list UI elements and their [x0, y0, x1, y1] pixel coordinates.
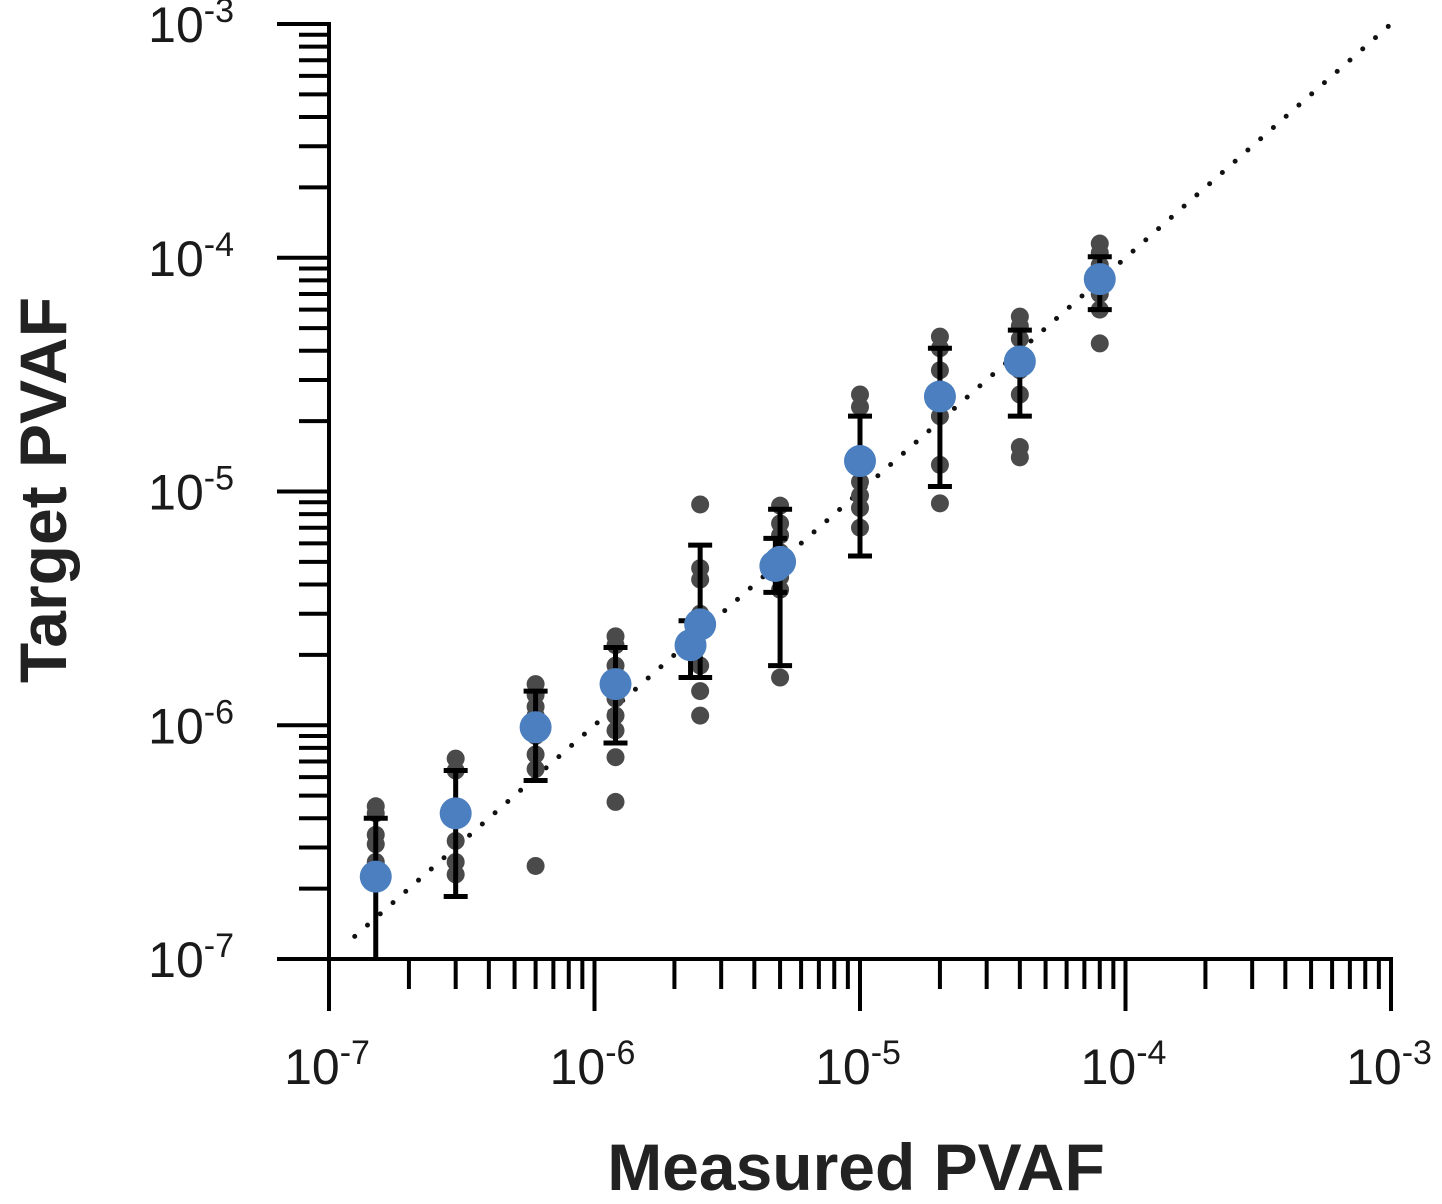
replicate-point	[606, 748, 625, 767]
replicate-point	[930, 494, 949, 513]
x-axis-title: Measured PVAF	[607, 1130, 1105, 1204]
y-tick-label: 10-5	[148, 460, 234, 521]
replicate-point	[771, 668, 790, 687]
tick-labels-layer: 10-7 10-6 10-5 10-4 10-3 10-7 10-6 10-5 10-4 10-3	[148, 0, 1432, 1095]
replicate-point	[1090, 334, 1109, 353]
identity-line-layer	[352, 21, 1394, 939]
x-tick-label: 10-4	[1081, 1034, 1167, 1095]
mean-point	[844, 445, 876, 478]
x-tick-label: 10-7	[284, 1034, 370, 1095]
y-tick-label: 10-6	[148, 693, 234, 754]
replicate-point	[851, 397, 869, 416]
replicate-point	[851, 385, 869, 404]
axes-layer	[277, 22, 1393, 1011]
mean-point	[923, 380, 956, 413]
replicate-point	[1010, 448, 1029, 467]
replicate-point	[691, 495, 710, 514]
y-tick-label: 10-3	[148, 0, 234, 53]
mean-points-layer	[359, 263, 1116, 893]
mean-point	[359, 860, 392, 893]
mean-point	[674, 629, 707, 662]
mean-point	[599, 668, 632, 701]
error-bars-layer	[363, 254, 1112, 959]
y-tick-label: 10-4	[148, 226, 234, 287]
mean-point	[759, 550, 792, 583]
replicate-point	[606, 792, 625, 811]
x-tick-label: 10-6	[550, 1034, 636, 1095]
mean-point	[519, 711, 552, 744]
mean-point	[1083, 263, 1116, 296]
x-tick-label: 10-3	[1346, 1034, 1432, 1095]
y-tick-label: 10-7	[148, 927, 234, 988]
x-tick-label: 10-5	[815, 1034, 901, 1095]
y-axis-title: Target PVAF	[6, 297, 80, 683]
replicate-point	[691, 682, 710, 701]
replicate-point	[526, 856, 545, 875]
replicate-points-layer	[366, 234, 1109, 884]
mean-point	[1003, 345, 1036, 378]
identity-line	[352, 21, 1394, 939]
replicate-point	[691, 706, 710, 725]
mean-point	[439, 797, 472, 830]
